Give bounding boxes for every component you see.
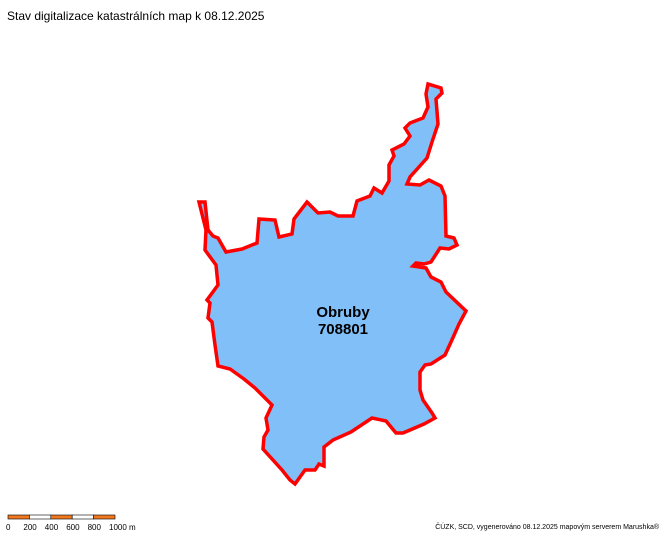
area-name-label: Obruby [316, 304, 370, 321]
scale-bar-tick-label: 0 [6, 523, 11, 532]
scale-bar-segment [7, 514, 30, 520]
scale-bar-tick-label: 400 [44, 523, 59, 532]
scale-bar-tick-label: 200 [23, 523, 37, 532]
scale-bar-tick-label: 800 [87, 523, 101, 532]
scale-bar [7, 514, 116, 520]
map-title: Stav digitalizace katastrálních map k 08… [7, 9, 265, 23]
scale-bar-segment [29, 514, 52, 520]
attribution: ČÚZK, SCD, vygenerováno 08.12.2025 mapov… [435, 524, 659, 531]
cadastral-area-polygon[interactable] [196, 81, 469, 487]
scale-bar-tick-label: 1000 m [109, 523, 136, 532]
scale-bar-segment [93, 514, 116, 520]
scale-bar-tick-label: 600 [66, 523, 80, 532]
area-code-label: 708801 [318, 321, 368, 338]
scale-bar-segment [71, 514, 94, 520]
scale-bar-segment [50, 514, 73, 520]
